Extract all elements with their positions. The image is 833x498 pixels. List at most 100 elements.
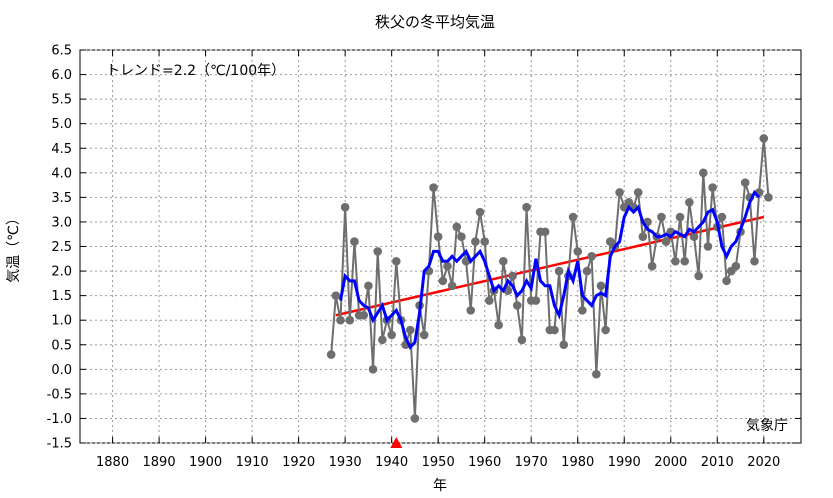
x-tick-label: 1900: [189, 455, 222, 470]
annual-data-point: [429, 183, 438, 192]
y-tick-label: 4.5: [51, 142, 72, 157]
annual-data-point: [596, 281, 606, 291]
annual-data-point: [708, 183, 717, 192]
annual-data-point: [740, 178, 750, 187]
y-tick-label: 1.5: [51, 289, 72, 304]
x-axis: 1880 1890 1900 1910 1920 1930 1940 1950 1960 1970…: [96, 50, 780, 470]
annual-data-point: [364, 281, 373, 291]
y-axis-label: 気温（℃）: [6, 211, 22, 283]
y-tick-label: 4.0: [51, 166, 72, 181]
annual-data-point: [522, 202, 531, 212]
annual-data-point: [350, 237, 359, 246]
annual-data-point: [531, 296, 541, 305]
year-marker-triangle: [390, 437, 403, 448]
x-tick-label: 2020: [747, 455, 780, 470]
y-tick-label: 2.5: [51, 240, 72, 255]
trend-annotation: トレンド=2.2（℃/100年）: [106, 63, 285, 79]
annual-data-point: [703, 242, 713, 251]
annual-data-point: [419, 330, 429, 340]
x-tick-label: 1990: [608, 455, 641, 470]
x-tick-label: 1940: [375, 455, 408, 470]
annual-data-point: [675, 212, 685, 222]
chart-title: 秩父の冬平均気温: [375, 13, 495, 31]
annual-data-point: [443, 261, 452, 271]
x-tick-label: 1880: [96, 455, 129, 470]
x-tick-label: 1980: [561, 455, 594, 470]
annual-data-point: [368, 365, 378, 374]
annual-data-point: [582, 266, 592, 276]
annual-data-point: [559, 340, 569, 350]
y-tick-label: 5.0: [51, 117, 72, 132]
moving-average-line: [339, 189, 761, 350]
annual-data-point: [717, 212, 727, 222]
annual-data-point: [340, 202, 350, 212]
y-tick-label: 0.0: [51, 363, 72, 378]
y-tick-label: 3.5: [51, 191, 72, 206]
annual-data-point: [433, 232, 443, 241]
annual-data-point: [657, 212, 666, 222]
annual-data-point: [750, 256, 759, 266]
annual-data-point: [722, 276, 731, 286]
y-tick-label: 0.5: [51, 338, 72, 353]
annual-data-point: [554, 266, 564, 276]
x-tick-label: 1930: [329, 455, 362, 470]
y-tick-label: 6.0: [51, 68, 72, 83]
annual-data-point: [661, 237, 671, 246]
annual-data-point: [633, 188, 643, 197]
y-tick-label: 3.0: [51, 215, 72, 230]
annual-data-point: [345, 315, 355, 325]
y-tick-label: -1.5: [47, 437, 72, 452]
annual-data-point: [517, 335, 527, 345]
annual-data-point: [685, 197, 694, 207]
annual-data-point: [480, 237, 489, 246]
x-tick-label: 2000: [654, 455, 687, 470]
annual-data-point: [508, 271, 517, 281]
grid: [80, 49, 801, 444]
annual-data-point: [512, 301, 522, 310]
annual-data-point: [694, 271, 703, 281]
y-tick-label: -0.5: [47, 387, 72, 402]
annual-data-point: [485, 296, 494, 305]
annual-data-point: [378, 335, 387, 345]
annual-data-point: [550, 325, 559, 335]
annual-data-point: [359, 310, 369, 320]
annual-data-point: [387, 330, 396, 340]
annual-data-point: [573, 247, 583, 256]
x-tick-label: 1910: [236, 455, 269, 470]
y-tick-label: 1.0: [51, 314, 72, 329]
annual-data-point: [615, 188, 624, 197]
x-axis-label: 年: [433, 478, 447, 494]
annual-data-point: [764, 193, 773, 202]
annual-data-point: [699, 168, 708, 178]
annual-data-point: [638, 232, 648, 241]
annual-data-point: [601, 325, 610, 335]
y-tick-label: -1.0: [47, 412, 72, 427]
x-tick-label: 1960: [468, 455, 501, 470]
annual-data-point: [647, 261, 657, 271]
annual-data-point: [373, 247, 383, 256]
annual-data-point: [587, 252, 596, 261]
annual-data-point: [471, 237, 480, 246]
annual-data-point: [331, 291, 341, 300]
annual-data-point: [680, 256, 690, 266]
y-tick-label: 5.5: [51, 93, 72, 108]
annual-data-point: [326, 350, 336, 359]
credit-label: 気象庁: [746, 418, 788, 434]
annual-data-point: [759, 134, 769, 143]
annual-data-point: [457, 232, 466, 241]
annual-data-point: [592, 369, 601, 379]
annual-data-point: [336, 315, 345, 325]
y-axis: 6.5 6.0 5.5 5.0 4.5 4.0 3.5 3.0 2.5 2.0 1.5 1.0 0.5 0…: [47, 44, 801, 452]
annual-data-point: [438, 276, 448, 286]
annual-data-point: [405, 325, 415, 335]
annual-data-point: [410, 414, 420, 423]
x-tick-label: 2010: [701, 455, 734, 470]
annual-data-point: [452, 222, 462, 232]
annual-data-point: [689, 232, 699, 241]
y-tick-label: 6.5: [51, 44, 72, 59]
annual-data-point: [466, 306, 476, 315]
x-tick-label: 1920: [282, 455, 315, 470]
annual-data-point: [392, 256, 401, 266]
